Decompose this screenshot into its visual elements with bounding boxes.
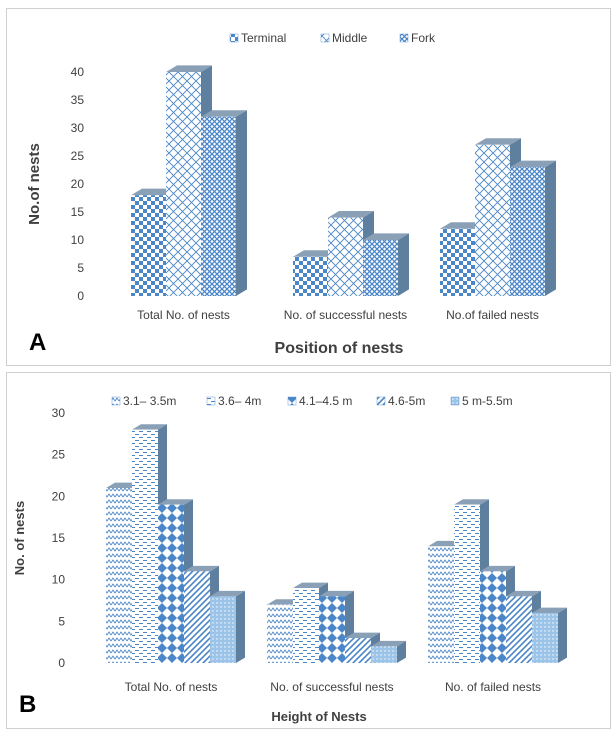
- panel-b-letter: B: [19, 691, 37, 718]
- chart-panel-a: Terminal Middle Fork 0 5 10 15 20 25 30 35 40 No.of …: [6, 8, 611, 366]
- legend-label: Terminal: [241, 31, 286, 45]
- bar: [510, 160, 556, 296]
- bar: [363, 233, 409, 296]
- y-tick-label: 35: [71, 93, 85, 107]
- legend-swatch: [229, 33, 239, 43]
- y-tick-label: 10: [52, 573, 66, 587]
- chart-b-svg: 3.1– 3.5m 3.6– 4m 4.1–4.5 m 4.6-5m 5 m-5.5m 0…: [12, 394, 567, 724]
- bar: [371, 640, 406, 663]
- legend-swatch: [450, 396, 460, 406]
- panel-a-letter: A: [29, 329, 47, 356]
- legend-label: 3.6– 4m: [218, 394, 261, 408]
- y-tick-label: 40: [71, 65, 85, 79]
- y-tick-label: 20: [52, 489, 66, 503]
- x-tick-label: No.of failed nests: [446, 308, 539, 322]
- y-tick-label: 20: [71, 177, 85, 191]
- y-axis-label: No.of nests: [26, 143, 43, 225]
- legend-label: 4.6-5m: [388, 394, 425, 408]
- x-tick-label: Total No. of nests: [125, 680, 218, 694]
- legend: Terminal Middle Fork: [229, 31, 436, 45]
- x-axis-label: Position of nests: [275, 340, 404, 357]
- legend-swatch: [320, 33, 330, 43]
- x-tick-label: No. of successful nests: [270, 680, 393, 694]
- chart-panel-b: 3.1– 3.5m 3.6– 4m 4.1–4.5 m 4.6-5m 5 m-5.5m 0…: [6, 372, 611, 729]
- legend: 3.1– 3.5m 3.6– 4m 4.1–4.5 m 4.6-5m 5 m-5.5m: [111, 394, 513, 408]
- y-tick-label: 10: [71, 233, 85, 247]
- y-tick-label: 30: [52, 406, 66, 420]
- x-tick-label: Total No. of nests: [137, 308, 230, 322]
- y-tick-label: 25: [52, 448, 66, 462]
- legend-label: 5 m-5.5m: [462, 394, 513, 408]
- legend-label: 4.1–4.5 m: [299, 394, 352, 408]
- legend-label: Middle: [332, 31, 368, 45]
- y-tick-label: 5: [77, 261, 84, 275]
- legend-swatch: [287, 396, 297, 406]
- y-tick-label: 5: [58, 614, 65, 628]
- y-tick-label: 15: [71, 205, 85, 219]
- x-tick-label: No. of failed nests: [445, 680, 541, 694]
- x-axis-label: Height of Nests: [271, 709, 366, 724]
- legend-label: Fork: [411, 31, 436, 45]
- legend-swatch: [206, 396, 216, 406]
- legend-label: 3.1– 3.5m: [123, 394, 176, 408]
- y-tick-label: 15: [52, 531, 66, 545]
- chart-a-svg: Terminal Middle Fork 0 5 10 15 20 25 30 35 40 No.of …: [26, 31, 556, 357]
- legend-swatch: [399, 33, 409, 43]
- y-tick-label: 0: [77, 289, 84, 303]
- legend-swatch: [111, 396, 121, 406]
- legend-swatch: [376, 396, 386, 406]
- bar: [210, 590, 245, 663]
- x-tick-label: No. of successful nests: [284, 308, 407, 322]
- y-tick-label: 30: [71, 121, 85, 135]
- y-axis-label: No. of nests: [12, 501, 27, 575]
- y-tick-label: 25: [71, 149, 85, 163]
- bar: [201, 110, 247, 296]
- y-tick-label: 0: [58, 656, 65, 670]
- bar: [532, 607, 567, 663]
